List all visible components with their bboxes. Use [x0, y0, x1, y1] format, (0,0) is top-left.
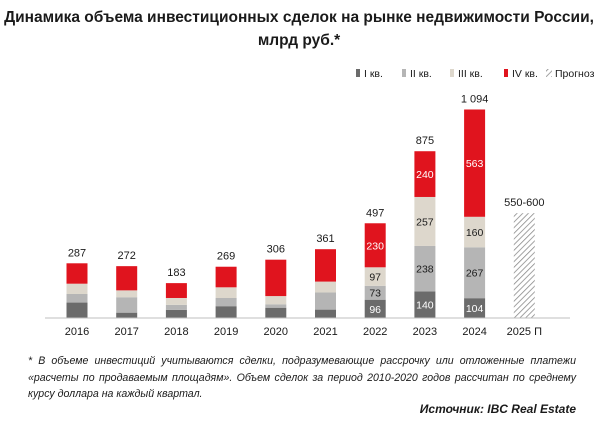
- bar-segment-q1: [464, 298, 486, 318]
- bar-segment-q2: [116, 297, 138, 313]
- bar-segment-q4: [165, 283, 187, 298]
- bar-segment-q3: [66, 283, 88, 294]
- total-label: 875: [416, 135, 434, 147]
- x-tick-label: 2023: [413, 326, 437, 338]
- total-label: 1 094: [461, 93, 489, 105]
- bar-segment-q1: [215, 306, 237, 318]
- segment-label: 238: [416, 264, 434, 276]
- bar-segment-q2: [215, 297, 237, 307]
- segment-label: 267: [466, 268, 484, 280]
- bar-segment-q1: [116, 312, 138, 318]
- bar-segment-q3: [165, 297, 187, 305]
- bar-segment-q3: [364, 267, 386, 286]
- bar-forecast: [513, 213, 535, 318]
- segment-label: 73: [369, 288, 381, 300]
- segment-label: 140: [416, 300, 434, 312]
- bar-segment-q2: [414, 245, 436, 292]
- bar-segment-q3: [414, 196, 436, 246]
- bar-segment-q3: [315, 281, 336, 293]
- segment-label: 97: [369, 272, 381, 284]
- legend-swatch-forecast: [546, 69, 552, 77]
- bar-segment-q2: [265, 304, 287, 308]
- bar-segment-q1: [315, 309, 336, 318]
- bar-segment-q4: [66, 263, 88, 284]
- bar-segment-q1: [364, 299, 386, 318]
- bar-segment-q4: [364, 223, 386, 268]
- x-tick-label: 2020: [264, 326, 288, 338]
- legend-swatch-q3: [450, 69, 454, 77]
- total-label: 497: [366, 207, 384, 219]
- x-tick-label: 2019: [214, 326, 238, 338]
- segment-label: 563: [466, 158, 484, 170]
- legend-swatch-q1: [356, 69, 360, 77]
- bar-segment-q2: [315, 292, 336, 310]
- footnote: * В объеме инвестиций учитываются сделки…: [28, 355, 576, 400]
- total-label: 550-600: [504, 197, 544, 209]
- bar-segment-q2: [165, 304, 187, 310]
- source-note: Источник: IBC Real Estate: [419, 402, 576, 416]
- x-tick-label: 2025 П: [507, 326, 543, 338]
- segment-label: 96: [369, 304, 381, 316]
- bar-segment-q4: [464, 109, 486, 217]
- bar-segment-q3: [116, 290, 138, 298]
- total-label: 361: [316, 233, 334, 245]
- bar-segment-q2: [464, 247, 486, 299]
- bar-segment-q1: [66, 302, 88, 318]
- bar-segment-q2: [66, 293, 88, 303]
- legend-label: II кв.: [410, 68, 432, 80]
- bar-segment-q4: [265, 259, 287, 297]
- x-axis-ticks: 2016 2017 2018 2019 2020 2021 2022 2023 2024 2025…: [65, 326, 542, 338]
- bar-segment-q2: [364, 285, 386, 300]
- stacked-bar-chart: I кв. II кв. III кв. IV кв. Прогноз 287 272 18…: [45, 68, 595, 338]
- legend-label: IV кв.: [512, 68, 538, 80]
- bar-segment-q3: [265, 296, 287, 305]
- legend-swatch-q2: [402, 69, 406, 77]
- segment-label: 257: [416, 216, 434, 228]
- bar-segment-q4: [315, 249, 336, 282]
- bar-segment-q4: [414, 151, 436, 197]
- x-tick-label: 2024: [462, 326, 486, 338]
- total-label: 272: [118, 250, 136, 262]
- x-tick-label: 2016: [65, 326, 89, 338]
- total-label: 306: [267, 244, 285, 256]
- chart-title: Динамика объема инвестиционных сделок на…: [4, 9, 594, 49]
- segment-label: 240: [416, 169, 434, 181]
- total-label: 183: [167, 267, 185, 279]
- bar-segment-q1: [265, 307, 287, 318]
- x-tick-label: 2017: [114, 326, 138, 338]
- x-tick-label: 2018: [164, 326, 188, 338]
- x-tick-label: 2022: [363, 326, 387, 338]
- legend-label: III кв.: [458, 68, 483, 80]
- bar-segment-q1: [414, 291, 436, 318]
- bar-segment-q4: [215, 266, 237, 288]
- total-label: 287: [68, 247, 86, 259]
- legend-swatch-q4: [504, 69, 508, 77]
- legend-label: Прогноз: [555, 68, 595, 80]
- segment-label: 160: [466, 227, 484, 239]
- data-labels: 287 272 183 269 306 361 96 73 97 230 497 140 238 257 2…: [68, 93, 545, 315]
- bar-segment-q3: [464, 216, 486, 248]
- segment-label: 104: [466, 303, 484, 315]
- bar-segment-q1: [165, 309, 187, 318]
- bar-segment-q4: [116, 266, 138, 291]
- segment-label: 230: [366, 240, 384, 252]
- legend-label: I кв.: [364, 68, 383, 80]
- total-label: 269: [217, 251, 235, 263]
- legend: I кв. II кв. III кв. IV кв. Прогноз: [356, 68, 595, 80]
- x-tick-label: 2021: [313, 326, 337, 338]
- bars: [66, 109, 535, 318]
- bar-segment-q3: [215, 287, 237, 298]
